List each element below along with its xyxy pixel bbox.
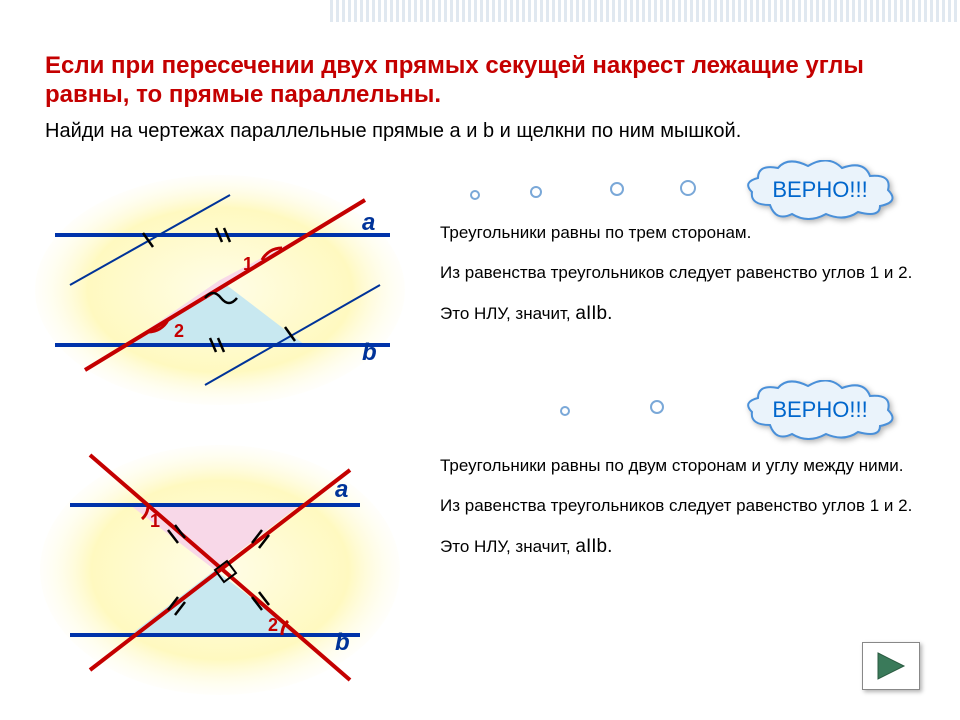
exp1-line2: Из равенства треугольников следует равен…: [440, 262, 930, 284]
explanation-block-1: Треугольники равны по трем сторонам. Из …: [440, 222, 930, 327]
label-angle-1: 1: [243, 254, 253, 274]
decorative-top-border: [330, 0, 960, 22]
diagram-1[interactable]: a b 1 2: [30, 165, 420, 420]
exp2-line1: Треугольники равны по двум сторонам и уг…: [440, 455, 930, 477]
exp1-line3: Это НЛУ, значит, aIIb.: [440, 302, 930, 327]
exp2-line3: Это НЛУ, значит, aIIb.: [440, 535, 930, 560]
exp2-line2: Из равенства треугольников следует равен…: [440, 495, 930, 517]
label-b: b: [362, 339, 377, 366]
diagram-2[interactable]: a b 1 2: [30, 435, 420, 710]
label-a: a: [362, 209, 375, 236]
next-button[interactable]: [862, 642, 920, 690]
label-angle-2b: 2: [268, 615, 278, 635]
label-angle-1b: 1: [150, 511, 160, 531]
exp1-line1: Треугольники равны по трем сторонам.: [440, 222, 930, 244]
play-arrow-icon: [874, 651, 908, 681]
page-subtitle: Найди на чертежах параллельные прямые a …: [45, 120, 920, 143]
correct-cloud-1: ВЕРНО!!!: [740, 160, 900, 220]
explanation-block-2: Треугольники равны по двум сторонам и уг…: [440, 455, 930, 560]
correct-cloud-2: ВЕРНО!!!: [740, 380, 900, 440]
label-a-2: a: [335, 476, 348, 503]
correct-label-2: ВЕРНО!!!: [772, 397, 867, 423]
correct-label-1: ВЕРНО!!!: [772, 177, 867, 203]
page-title: Если при пересечении двух прямых секущей…: [45, 52, 920, 110]
label-b-2: b: [335, 629, 350, 656]
label-angle-2: 2: [174, 321, 184, 341]
